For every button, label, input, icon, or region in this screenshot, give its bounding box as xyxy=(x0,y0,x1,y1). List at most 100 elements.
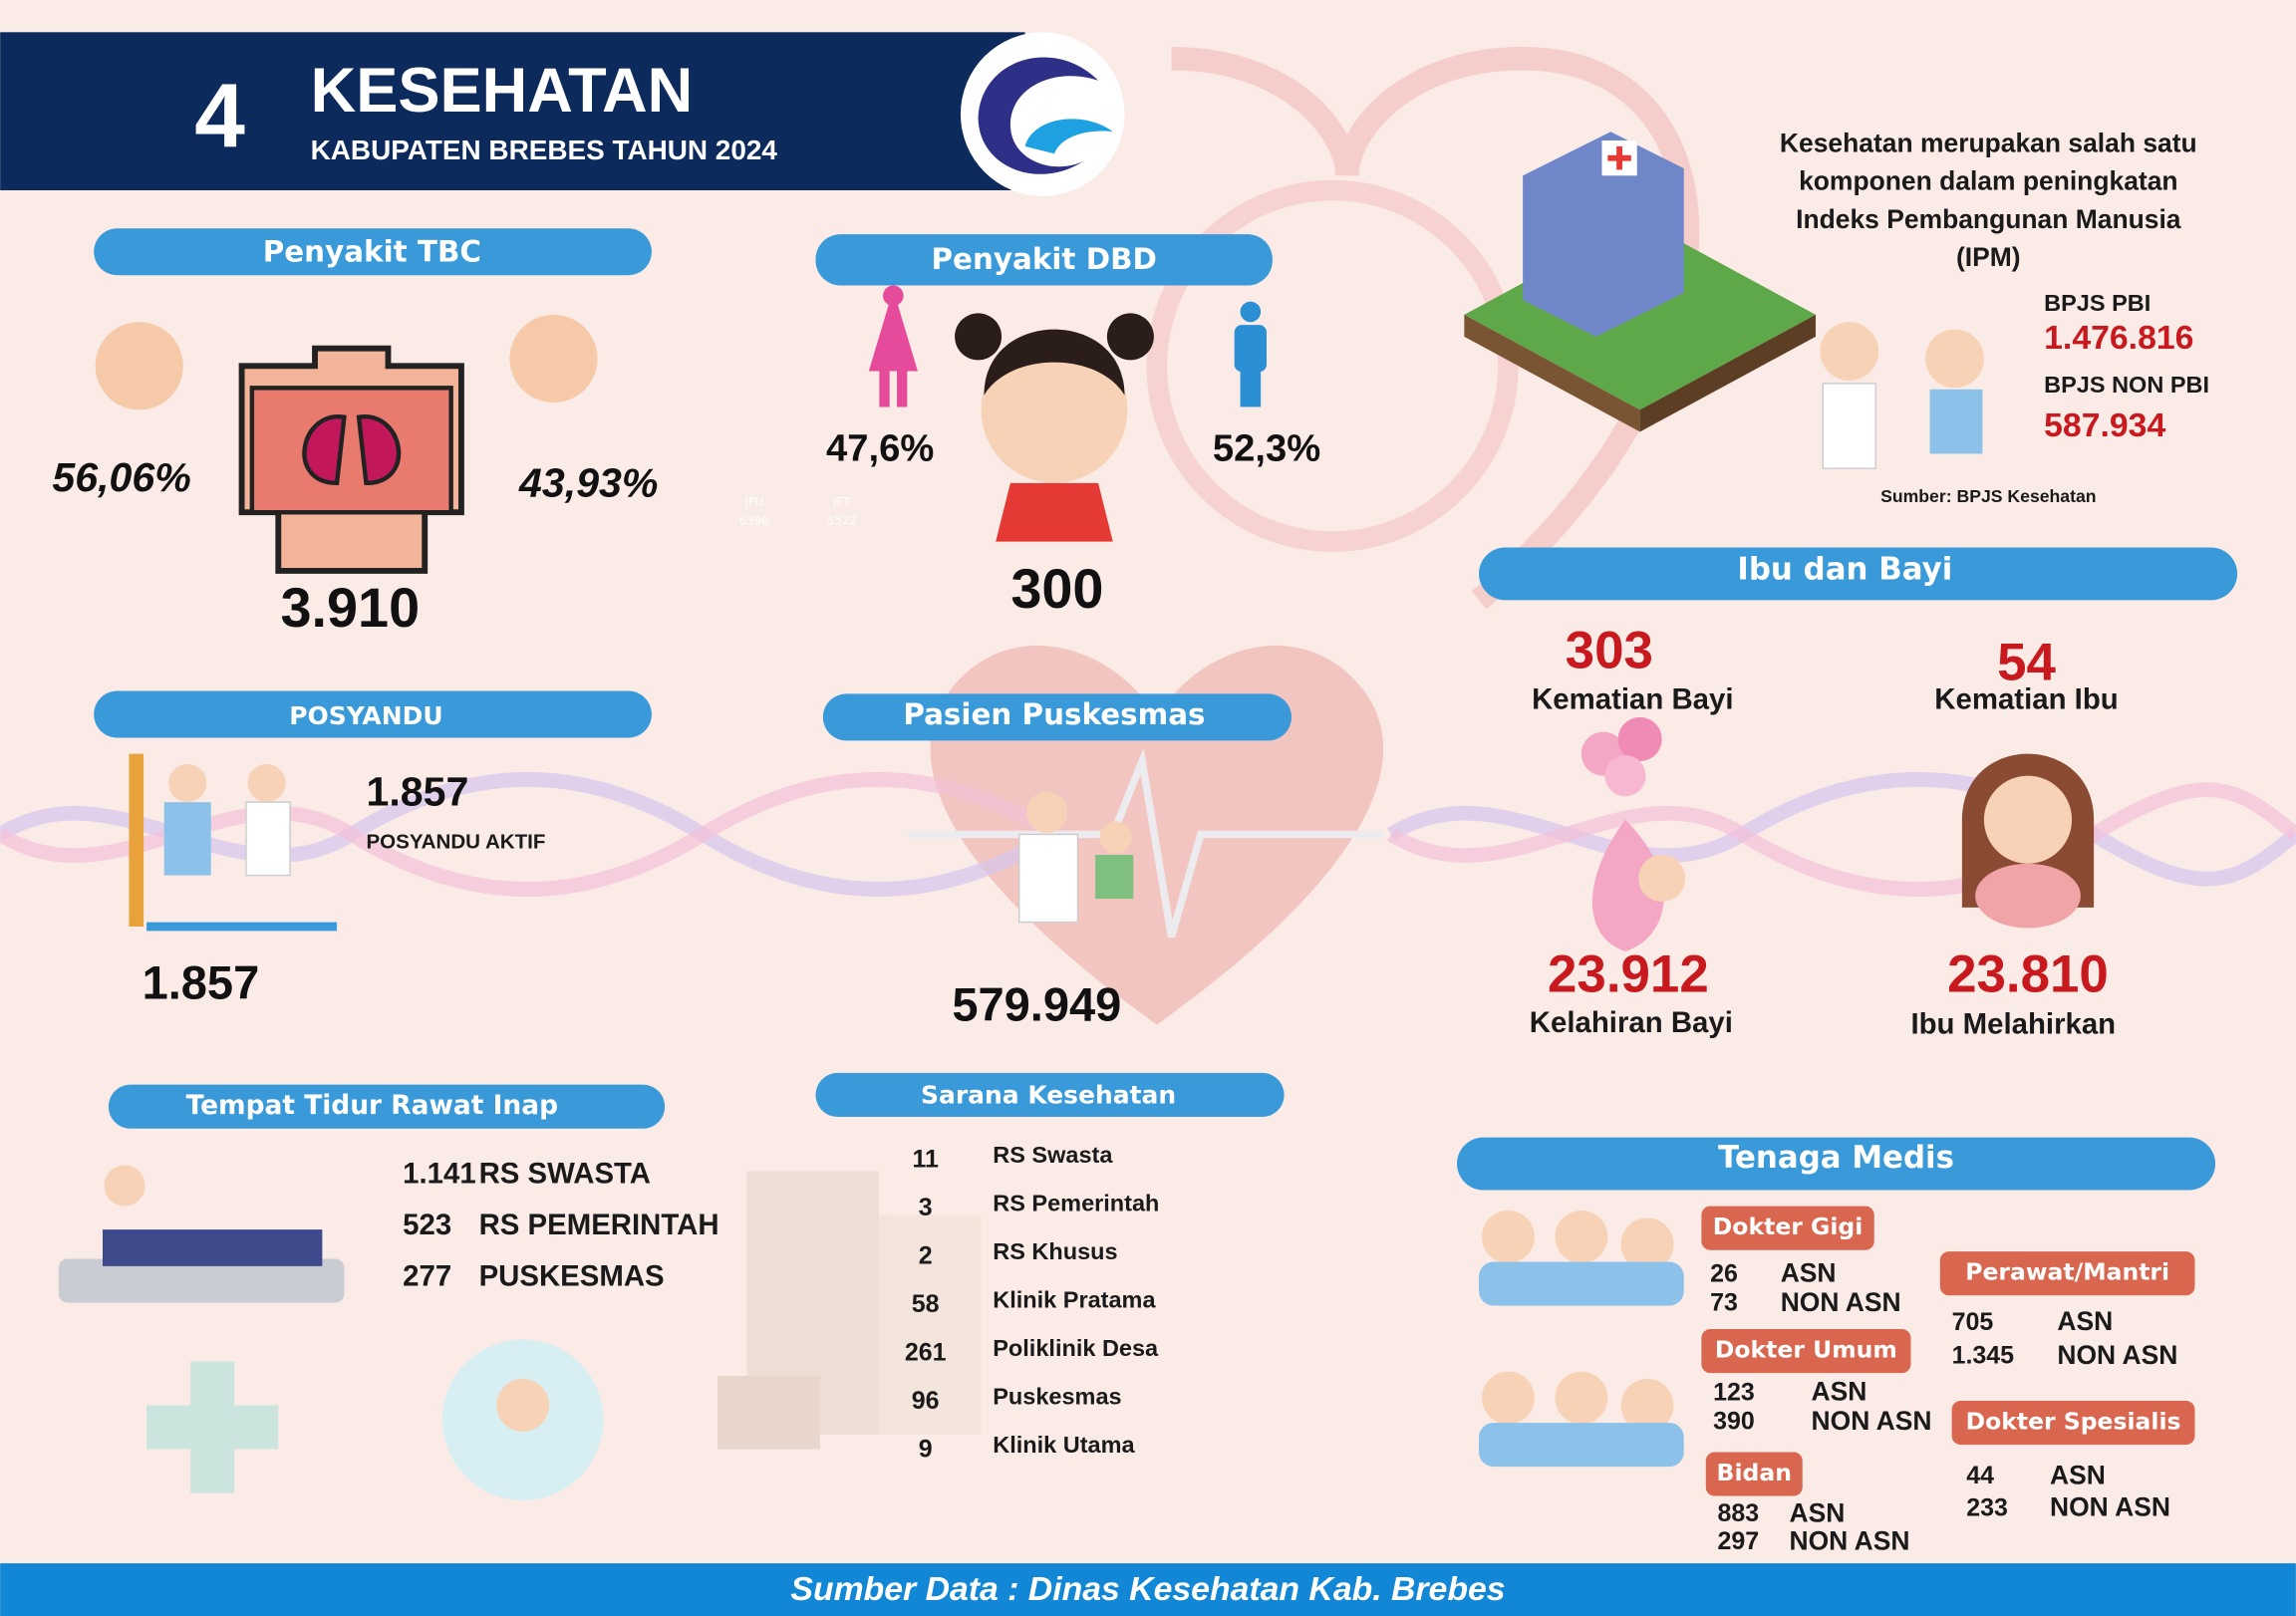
section-title: Tempat Tidur Rawat Inap xyxy=(186,1090,558,1121)
group-tag xyxy=(1701,1206,1874,1250)
sarana-type: RS Swasta xyxy=(993,1142,1113,1168)
staff-count: 297 xyxy=(1718,1527,1760,1555)
faint-label: JFU xyxy=(743,494,763,508)
sarana-type: RS Khusus xyxy=(993,1238,1117,1264)
female-icon xyxy=(883,285,904,307)
lung-illustration xyxy=(238,345,464,574)
section-pill xyxy=(1457,1137,2216,1191)
bed-count: 1.141 xyxy=(403,1158,476,1191)
ibu-bayi-value: 303 xyxy=(1566,622,1653,680)
tbc-female: 56,06% xyxy=(52,454,190,500)
staff-count: 705 xyxy=(1952,1308,1994,1336)
logo-swirl xyxy=(1024,119,1113,154)
ipm-line: Kesehatan merupakan salah satu xyxy=(1780,128,2197,157)
staff-status: ASN xyxy=(1812,1377,1867,1407)
staff-count: 44 xyxy=(1966,1462,1994,1489)
section-title: Penyakit DBD xyxy=(931,242,1156,276)
section-pill xyxy=(94,690,652,738)
section-pill xyxy=(815,1072,1285,1118)
bpjs-value: 587.934 xyxy=(2044,406,2165,444)
staff-status: NON ASN xyxy=(1790,1526,1910,1556)
group-tag xyxy=(1701,1329,1911,1374)
dbd-male: 52,3% xyxy=(1213,427,1320,470)
sarana-count: 11 xyxy=(912,1146,939,1174)
sarana-count: 261 xyxy=(905,1339,947,1367)
tbc-total: 3.910 xyxy=(280,576,420,639)
staff-status: ASN xyxy=(2050,1460,2106,1489)
sarana-count: 9 xyxy=(919,1436,933,1464)
section-title: Ibu dan Bayi xyxy=(1737,551,1952,587)
male-icon xyxy=(1234,325,1268,373)
staff-count: 123 xyxy=(1713,1378,1755,1406)
bed-type: PUSKESMAS xyxy=(479,1259,665,1292)
ibu-bayi-value: 23.810 xyxy=(1947,944,2109,1003)
sarana-type: Klinik Utama xyxy=(993,1432,1135,1458)
section-pill xyxy=(1479,547,2238,601)
header-band xyxy=(0,32,1025,190)
bpjs-label: BPJS NON PBI xyxy=(2044,372,2209,398)
puskesmas-illustration xyxy=(1017,791,1134,924)
tenaga-groups: Dokter Gigi 26 ASN 73 NON ASN Dokter Umum 123 A… xyxy=(1701,1206,2195,1556)
posyandu-total: 1.857 xyxy=(143,956,260,1009)
section-pill xyxy=(822,693,1292,741)
section-pill xyxy=(815,234,1273,286)
posyandu-value: 1.857 xyxy=(366,769,468,815)
staff-count: 1.345 xyxy=(1952,1342,2015,1370)
male-icon xyxy=(509,314,598,404)
sarana-count: 3 xyxy=(919,1194,933,1221)
sarana-type: Klinik Pratama xyxy=(993,1286,1156,1312)
bed-type: RS SWASTA xyxy=(479,1158,651,1191)
bed-type: RS PEMERINTAH xyxy=(479,1209,719,1241)
sarana-count: 96 xyxy=(912,1387,940,1415)
ibu-bayi-value: 54 xyxy=(1997,633,2056,691)
group-name: Bidan xyxy=(1717,1459,1792,1486)
male-icon xyxy=(1240,366,1262,407)
section-title: Tenaga Medis xyxy=(1718,1140,1954,1176)
staff-count: 233 xyxy=(1966,1493,2008,1521)
bpjs-label: BPJS PBI xyxy=(2044,290,2151,316)
section-title: Penyakit TBC xyxy=(263,235,481,269)
bed-rows: 1.141 RS SWASTA 523 RS PEMERINTAH 277 PUSKESM… xyxy=(403,1158,718,1293)
group-name: Dokter Spesialis xyxy=(1966,1408,2181,1436)
mother-illustration xyxy=(1961,753,2095,929)
group-tag xyxy=(1951,1401,2195,1446)
puskesmas-value: 579.949 xyxy=(952,978,1121,1031)
female-icon xyxy=(95,322,183,410)
sarana-type: RS Pemerintah xyxy=(993,1190,1159,1215)
section-title: Pasien Puskesmas xyxy=(903,697,1205,731)
section-title: POSYANDU xyxy=(289,701,442,730)
staff-count: 73 xyxy=(1710,1289,1738,1317)
staff-status: NON ASN xyxy=(2050,1492,2170,1522)
ibu-bayi-value: 23.912 xyxy=(1548,944,1709,1003)
baby-illustration xyxy=(1580,716,1686,951)
bed-count: 277 xyxy=(403,1259,451,1292)
ipm-line: (IPM) xyxy=(1956,242,2021,272)
staff-status: ASN xyxy=(1790,1498,1846,1528)
ibu-bayi-label: Kematian Ibu xyxy=(1934,683,2118,716)
staff-count: 883 xyxy=(1718,1499,1760,1527)
dbd-female: 47,6% xyxy=(826,427,934,470)
group-name: Dokter Umum xyxy=(1715,1336,1897,1364)
header-title: KESEHATAN xyxy=(311,56,694,126)
sarana-count: 2 xyxy=(919,1242,933,1270)
medics-illustration xyxy=(1479,1211,1684,1468)
group-name: Dokter Gigi xyxy=(1713,1212,1863,1240)
section-pill xyxy=(94,228,652,276)
ibu-bayi-label: Kelahiran Bayi xyxy=(1530,1006,1733,1039)
dbd-total: 300 xyxy=(1010,557,1103,620)
footer-band xyxy=(0,1563,2296,1616)
ibu-bayi-label: Ibu Melahirkan xyxy=(1910,1008,2116,1041)
faint-label: 6396 xyxy=(739,514,769,528)
staff-count: 390 xyxy=(1713,1408,1755,1436)
ipm-line: komponen dalam peningkatan xyxy=(1799,166,2177,196)
posyandu-illustration xyxy=(129,753,338,932)
section-pill xyxy=(108,1084,666,1129)
bed-illustration xyxy=(58,1165,604,1500)
staff-count: 26 xyxy=(1710,1259,1738,1287)
section-title: Sarana Kesehatan xyxy=(921,1080,1176,1109)
staff-status: ASN xyxy=(2057,1306,2113,1336)
ibu-bayi-label: Kematian Bayi xyxy=(1532,683,1733,716)
sarana-type: Puskesmas xyxy=(993,1383,1121,1409)
